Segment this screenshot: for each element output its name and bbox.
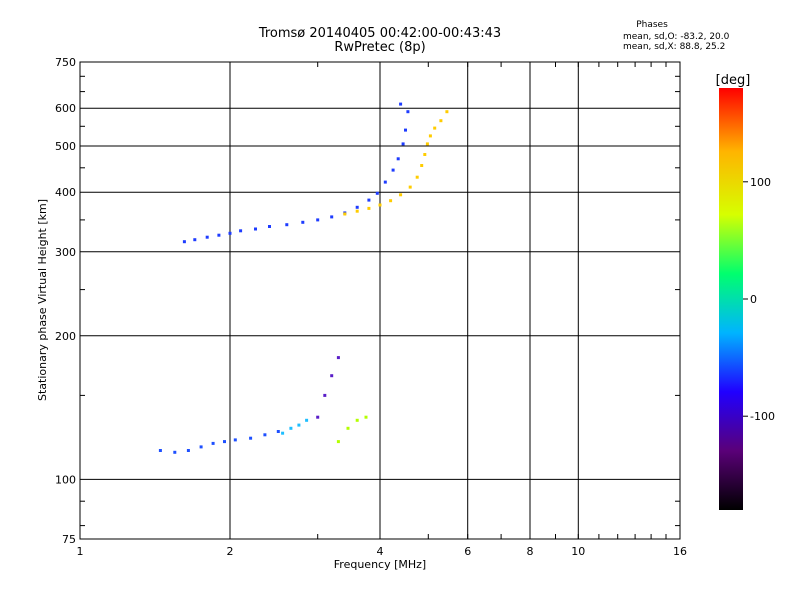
- data-point: [343, 212, 347, 216]
- data-point: [433, 126, 437, 130]
- data-point: [425, 142, 429, 146]
- data-point: [346, 426, 350, 430]
- data-point: [305, 418, 309, 422]
- data-point: [378, 203, 382, 207]
- data-point: [268, 225, 271, 228]
- x-tick-label: 10: [571, 545, 585, 558]
- grid-lines: [80, 62, 680, 539]
- phases-x-stats: mean, sd,X: 88.8, 25.2: [623, 42, 726, 52]
- data-point: [239, 229, 243, 233]
- data-point: [336, 356, 340, 360]
- data-point: [404, 128, 407, 132]
- data-point: [420, 164, 424, 167]
- x-axis-label: Frequency [MHz]: [334, 558, 426, 571]
- data-point: [173, 450, 177, 454]
- data-point: [439, 119, 443, 123]
- y-tick-label: 100: [55, 473, 76, 486]
- y-tick-label: 200: [55, 330, 76, 343]
- data-point: [316, 218, 320, 222]
- data-point: [355, 205, 359, 209]
- x-tick-label: 1: [77, 545, 84, 558]
- data-point: [408, 185, 412, 189]
- phases-o-stats: mean, sd,O: -83.2, 20.0: [623, 32, 730, 42]
- data-point: [367, 206, 371, 210]
- data-point: [355, 418, 359, 422]
- data-point: [401, 142, 405, 146]
- data-point: [428, 134, 432, 138]
- data-point: [205, 235, 209, 239]
- data-point: [297, 423, 301, 427]
- data-point: [415, 175, 419, 179]
- x-tick-label: 4: [377, 545, 384, 558]
- colorbar-tick-label: 0: [750, 293, 757, 306]
- data-point: [364, 415, 368, 419]
- x-tick-label: 16: [673, 545, 687, 558]
- data-point: [396, 157, 400, 161]
- y-tick-label: 75: [62, 533, 76, 546]
- axis-ticks: [79, 62, 681, 539]
- y-tick-label: 400: [55, 186, 76, 199]
- x-tick-label: 8: [527, 545, 534, 558]
- chart-title: Tromsø 20140405 00:42:00-00:43:43: [258, 26, 502, 41]
- x-tick-labels: 1 2 4 6 8 10 16: [77, 545, 688, 558]
- y-tick-label: 600: [55, 102, 76, 115]
- data-point: [281, 431, 285, 435]
- data-point: [186, 449, 190, 452]
- data-point: [375, 191, 379, 195]
- data-point: [383, 180, 387, 184]
- data-point: [233, 438, 237, 442]
- data-point: [289, 426, 293, 430]
- data-point: [301, 220, 305, 224]
- phases-heading: Phases: [636, 20, 668, 30]
- data-point: [285, 223, 289, 227]
- data-point: [406, 110, 410, 114]
- data-point: [249, 436, 253, 440]
- data-point: [355, 209, 359, 213]
- y-tick-labels: 75 100 200 300 400 500 600 750: [55, 56, 76, 546]
- data-point: [389, 199, 393, 203]
- data-point: [217, 233, 221, 237]
- data-point: [158, 449, 162, 452]
- colorbar-tick-label: -100: [750, 410, 775, 423]
- data-point: [399, 193, 403, 197]
- data-point: [199, 445, 203, 449]
- data-point: [336, 440, 340, 444]
- colorbar-label: [deg]: [716, 73, 751, 88]
- data-point: [263, 433, 267, 437]
- data-point: [399, 102, 403, 106]
- data-point: [316, 415, 320, 419]
- data-point: [330, 215, 334, 219]
- colorbar-ticks: 100 0 -100: [743, 176, 775, 423]
- data-points: [158, 102, 449, 454]
- x-tick-label: 2: [227, 545, 234, 558]
- x-tick-label: 6: [464, 545, 471, 558]
- data-point: [367, 198, 371, 202]
- data-point: [445, 110, 449, 114]
- data-point: [182, 240, 186, 244]
- y-tick-label: 300: [55, 246, 76, 259]
- colorbar: [719, 88, 743, 510]
- data-point: [228, 231, 232, 235]
- y-axis-label: Stationary phase Virtual Height [km]: [36, 199, 49, 401]
- colorbar-tick-label: 100: [750, 176, 771, 189]
- data-point: [254, 227, 257, 231]
- chart-subtitle: RwPretec (8p): [334, 40, 426, 55]
- y-tick-label: 500: [55, 140, 76, 153]
- data-point: [211, 441, 215, 445]
- data-point: [323, 393, 327, 397]
- data-point: [330, 374, 334, 378]
- data-point: [193, 238, 197, 242]
- data-point: [276, 430, 280, 433]
- y-tick-label: 750: [55, 56, 76, 69]
- data-point: [423, 153, 427, 156]
- data-point: [391, 168, 395, 172]
- data-point: [223, 440, 226, 444]
